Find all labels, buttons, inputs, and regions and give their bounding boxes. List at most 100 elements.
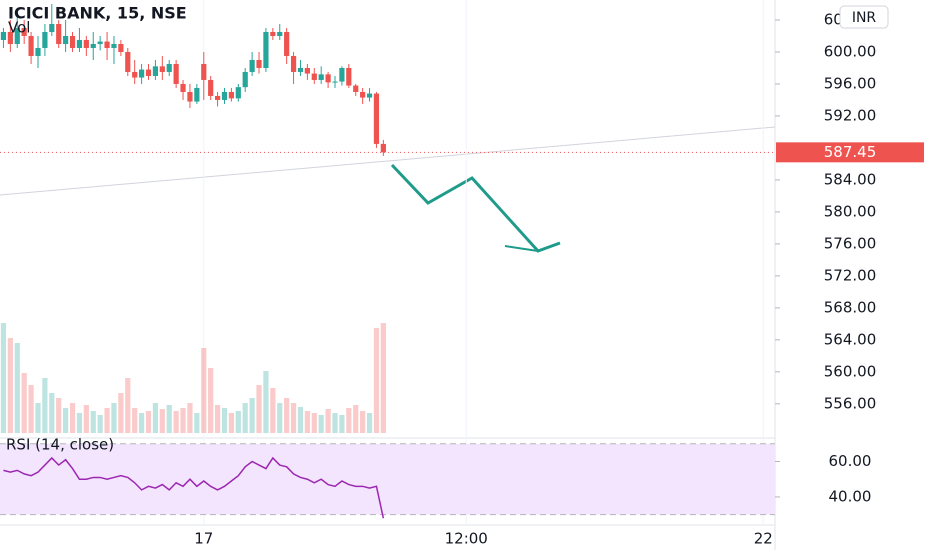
candle-body xyxy=(21,27,27,36)
y-tick-label: 556.00 xyxy=(824,394,877,412)
volume-bar xyxy=(366,413,373,433)
rsi-band xyxy=(0,443,775,515)
y-tick-label: 560.00 xyxy=(824,362,877,380)
candle-body xyxy=(380,143,386,153)
candle-body xyxy=(270,31,276,36)
volume-bar xyxy=(242,403,248,433)
volume-bar xyxy=(318,415,324,433)
candle-body xyxy=(318,74,324,80)
currency-label[interactable]: INR xyxy=(852,10,877,26)
volume-bar xyxy=(180,408,186,433)
candle-body xyxy=(42,31,48,48)
volume-bar xyxy=(339,415,345,433)
volume-bar xyxy=(187,403,193,433)
candle-body xyxy=(249,59,255,72)
candle-body xyxy=(132,71,138,78)
volume-bar xyxy=(76,413,83,433)
candle-body xyxy=(56,23,62,44)
candle-body xyxy=(360,91,366,98)
candle-body xyxy=(353,85,359,92)
candle-body xyxy=(35,47,41,56)
candle-body xyxy=(284,31,290,56)
candle-body xyxy=(297,67,304,72)
candle-body xyxy=(83,39,89,48)
candle-body xyxy=(7,31,13,44)
volume-bar xyxy=(277,403,283,433)
volume-bar xyxy=(304,411,310,433)
volume-bar xyxy=(284,398,290,433)
candle-body xyxy=(277,31,283,36)
volume-bar xyxy=(7,338,13,433)
y-tick-label: 576.00 xyxy=(824,234,877,252)
currency-button[interactable] xyxy=(839,5,889,29)
volume-bar xyxy=(325,409,331,433)
candle-body xyxy=(242,71,248,88)
last-price-tag xyxy=(776,142,924,163)
volume-bar xyxy=(49,393,55,433)
volume-bar xyxy=(132,408,138,433)
y-tick-label: 572.00 xyxy=(824,266,877,284)
trend-line xyxy=(0,126,776,196)
volume-bar xyxy=(90,411,96,433)
y-tick-label: 596.00 xyxy=(824,74,877,92)
candle-body xyxy=(187,91,193,102)
x-tick-label: 12:00 xyxy=(445,530,488,548)
candle-body xyxy=(76,39,83,48)
candle-body xyxy=(125,51,131,72)
candle-body xyxy=(214,95,221,100)
volume-bar xyxy=(290,403,297,433)
volume-bar xyxy=(97,415,103,433)
candle-body xyxy=(28,35,34,56)
volume-bar xyxy=(42,378,48,433)
candle-body xyxy=(290,55,297,72)
volume-bar xyxy=(270,388,276,433)
candle-body xyxy=(208,79,214,96)
volume-bar xyxy=(21,373,27,433)
volume-bar xyxy=(263,371,269,433)
volume-bar xyxy=(56,398,62,433)
volume-bar xyxy=(194,413,200,433)
y-tick-label: 580.00 xyxy=(824,202,877,220)
candle-body xyxy=(138,69,145,78)
candle-body xyxy=(97,41,103,44)
volume-bar xyxy=(208,368,214,433)
candle-body xyxy=(180,83,186,92)
candle-body xyxy=(49,23,55,32)
volume-bar xyxy=(173,411,179,433)
y-tick-label: 592.00 xyxy=(824,106,877,124)
candle-body xyxy=(159,66,165,72)
candle-body xyxy=(325,74,331,83)
candle-body xyxy=(173,63,179,84)
volume-bar xyxy=(380,323,386,433)
y-tick-label: 584.00 xyxy=(824,170,877,188)
volume-bar xyxy=(145,411,152,433)
volume-bar xyxy=(118,393,124,433)
candle-body xyxy=(118,43,124,52)
volume-bar xyxy=(125,378,131,433)
candle-body xyxy=(104,41,110,48)
candle-body xyxy=(221,91,228,100)
volume-bar xyxy=(63,408,69,433)
y-tick-label: 40.00 xyxy=(829,487,872,505)
volume-bar xyxy=(214,405,221,433)
candle-body xyxy=(339,67,345,82)
volume-bar xyxy=(373,328,380,433)
candle-body xyxy=(332,81,338,83)
candle-body xyxy=(14,27,20,44)
volume-bar xyxy=(332,413,338,433)
rsi-line xyxy=(3,456,385,519)
candle-body xyxy=(145,69,152,76)
volume-bar xyxy=(138,413,145,433)
volume-bar xyxy=(221,408,228,433)
y-tick-label: 60.00 xyxy=(829,452,872,470)
candle-body xyxy=(256,59,262,68)
volume-bar xyxy=(28,385,34,433)
volume-bar xyxy=(311,413,317,433)
candle-body xyxy=(90,43,96,48)
volume-bar xyxy=(256,385,262,433)
volume-bar xyxy=(152,403,159,433)
candle-body xyxy=(304,67,310,74)
